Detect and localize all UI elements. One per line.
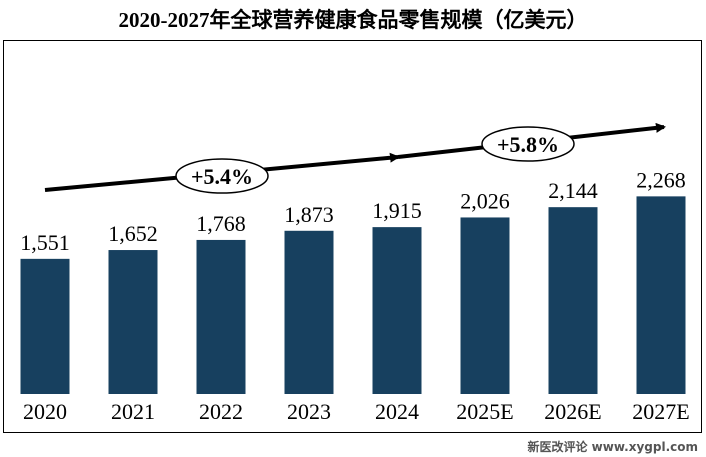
value-label-2026E: 2,144 — [548, 178, 598, 203]
chart-frame — [3, 40, 702, 433]
value-label-2020: 1,551 — [20, 230, 70, 255]
category-label-2025E: 2025E — [456, 399, 513, 424]
source-footer: 新医改评论 www.xygpl.com — [527, 440, 698, 454]
bar-2027E — [636, 196, 686, 394]
category-label-2020: 2020 — [23, 399, 67, 424]
chart-title: 2020-2027年全球营养健康食品零售规模（亿美元） — [118, 8, 588, 32]
category-label-2027E: 2027E — [632, 399, 689, 424]
value-label-2021: 1,652 — [108, 221, 158, 246]
bar-2023 — [284, 230, 334, 394]
category-label-2021: 2021 — [111, 399, 155, 424]
value-label-2022: 1,768 — [196, 211, 246, 236]
value-label-2023: 1,873 — [284, 202, 334, 227]
growth-rate-label-1: +5.4% — [191, 164, 253, 189]
value-label-2024: 1,915 — [372, 198, 422, 223]
category-label-2022: 2022 — [199, 399, 243, 424]
value-label-2025E: 2,026 — [460, 188, 510, 213]
bar-2024 — [372, 227, 422, 394]
category-label-2023: 2023 — [287, 399, 331, 424]
growth-badge-1 — [175, 158, 269, 194]
growth-badge-2 — [481, 126, 575, 162]
category-label-2026E: 2026E — [544, 399, 601, 424]
bar-2026E — [548, 207, 598, 394]
bar-2025E — [460, 217, 510, 394]
category-label-2024: 2024 — [375, 399, 419, 424]
bar-2021 — [108, 250, 158, 394]
growth-rate-label-2: +5.8% — [497, 132, 559, 157]
bar-2022 — [196, 239, 246, 394]
value-label-2027E: 2,268 — [636, 167, 686, 192]
bar-2020 — [20, 258, 70, 394]
